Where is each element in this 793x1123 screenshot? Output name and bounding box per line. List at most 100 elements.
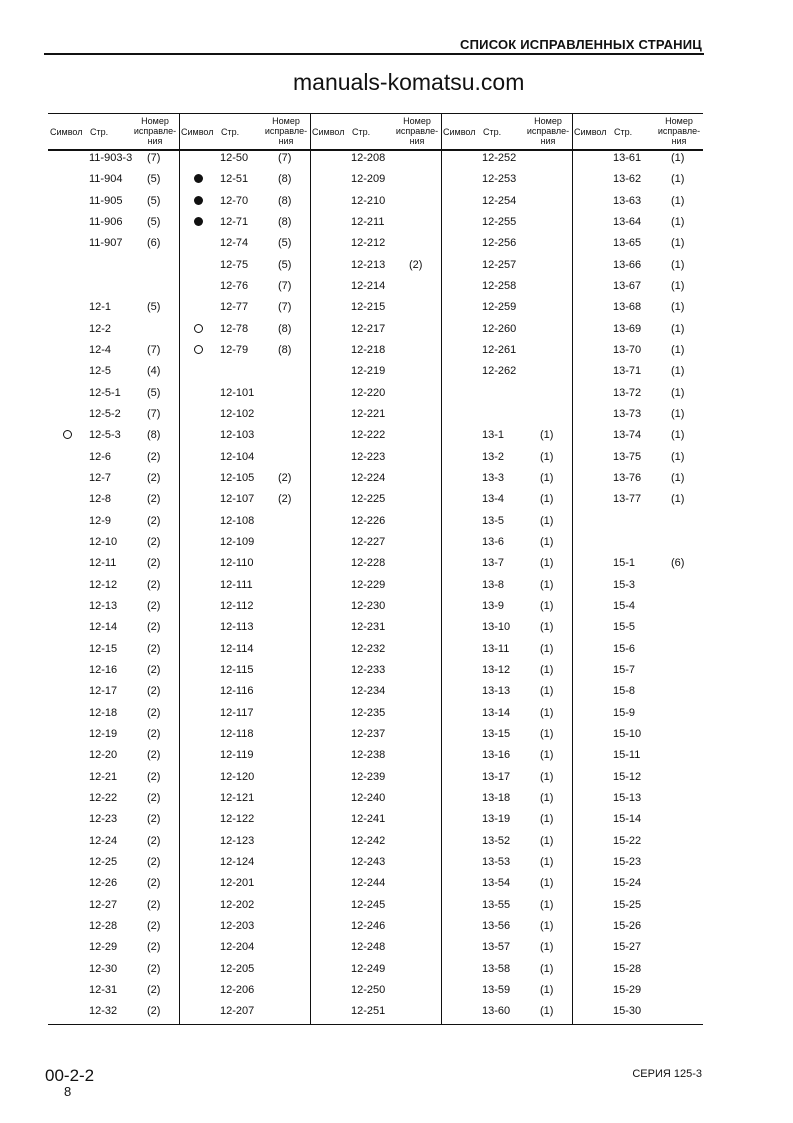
- page-cell: 15-25: [613, 898, 642, 911]
- page-cell: 12-29: [89, 941, 118, 954]
- table-row: 12-71 (8): [179, 216, 310, 232]
- page-cell: 15-14: [613, 813, 642, 826]
- table-column-group: Символ Стр. Номер исправле-ния 12-50 (7) 12-51…: [179, 114, 310, 1024]
- page-cell: 13-16: [482, 749, 511, 762]
- page-cell: 13-52: [482, 834, 511, 847]
- page-cell: 12-209: [351, 173, 386, 186]
- page-cell: 12-205: [220, 962, 255, 975]
- page-cell: 12-256: [482, 237, 517, 250]
- table-row: 13-52 (1): [441, 835, 572, 851]
- table-row: 12-116: [179, 685, 310, 701]
- revision-cell: (1): [540, 941, 554, 954]
- column-divider: [572, 114, 573, 1024]
- page-cell: 12-235: [351, 706, 386, 719]
- table-row: 12-248: [310, 941, 441, 957]
- table-row: 12-213 (2): [310, 259, 441, 275]
- page-cell: 12-10: [89, 535, 118, 548]
- page-cell: 13-5: [482, 514, 505, 527]
- page-cell: 12-18: [89, 706, 118, 719]
- revision-cell: (2): [147, 1005, 161, 1018]
- revision-cell: (5): [278, 258, 292, 271]
- page-cell: 12-202: [220, 898, 255, 911]
- page-cell: 13-59: [482, 983, 511, 996]
- revision-cell: (8): [278, 173, 292, 186]
- page-cell: 12-50: [220, 152, 249, 164]
- table-row: 12-16 (2): [48, 664, 179, 680]
- page-cell: 15-27: [613, 941, 642, 954]
- table-row: 12-103: [179, 429, 310, 445]
- table-row: 15-5: [572, 621, 703, 637]
- table-row: 13-73 (1): [572, 408, 703, 424]
- page-cell: 12-9: [89, 514, 112, 527]
- page-cell: 12-75: [220, 258, 249, 271]
- page-cell: 15-1: [613, 557, 636, 570]
- page-cell: 13-53: [482, 855, 511, 868]
- page-cell: 12-26: [89, 877, 118, 890]
- page-cell: 12-120: [220, 770, 255, 783]
- table-row: 12-23 (2): [48, 813, 179, 829]
- table-row: 12-30 (2): [48, 963, 179, 979]
- page-cell: 12-124: [220, 855, 255, 868]
- page-cell: 12-105: [220, 471, 255, 484]
- revision-cell: (1): [671, 386, 685, 399]
- table-row: 12-122: [179, 813, 310, 829]
- column-divider: [179, 114, 180, 1024]
- page-cell: 13-19: [482, 813, 511, 826]
- header-symbol: Символ: [312, 127, 345, 137]
- table-row: 12-24 (2): [48, 835, 179, 851]
- table-row: 12-104: [179, 451, 310, 467]
- table-row: 12-250: [310, 984, 441, 1000]
- page-cell: 13-60: [482, 1005, 511, 1018]
- page-cell: 13-6: [482, 535, 505, 548]
- table-row: 12-123: [179, 835, 310, 851]
- table-row: 15-7: [572, 664, 703, 680]
- revision-cell: (1): [540, 663, 554, 676]
- revision-cell: (1): [540, 706, 554, 719]
- table-row: 13-8 (1): [441, 579, 572, 595]
- table-row: 12-246: [310, 920, 441, 936]
- table-row: 12-235: [310, 707, 441, 723]
- revision-cell: (6): [147, 237, 161, 250]
- table-row: 12-219: [310, 365, 441, 381]
- revision-cell: (2): [147, 834, 161, 847]
- revision-cell: (2): [147, 813, 161, 826]
- page-cell: 12-261: [482, 343, 517, 356]
- page-cell: 12-1: [89, 301, 112, 314]
- page-cell: 11-906: [89, 215, 123, 228]
- table-row: 12-204: [179, 941, 310, 957]
- table-row: 12-113: [179, 621, 310, 637]
- table-row: 12-252: [441, 152, 572, 168]
- header-rule: [44, 53, 704, 55]
- revision-cell: (2): [147, 791, 161, 804]
- table-row: 12-243: [310, 856, 441, 872]
- revision-cell: (1): [671, 237, 685, 250]
- revision-cell: (8): [278, 194, 292, 207]
- revision-cell: (1): [671, 279, 685, 292]
- table-row: 13-76 (1): [572, 472, 703, 488]
- revision-cell: (2): [147, 727, 161, 740]
- table-row: 12-1 (5): [48, 301, 179, 317]
- revision-cell: (2): [147, 450, 161, 463]
- table-row: 12-124: [179, 856, 310, 872]
- table-row: 13-15 (1): [441, 728, 572, 744]
- revision-cell: (1): [671, 194, 685, 207]
- table-row: 13-4 (1): [441, 493, 572, 509]
- table-row: 12-6 (2): [48, 451, 179, 467]
- table-row: 12-101: [179, 387, 310, 403]
- table-row: 12-9 (2): [48, 515, 179, 531]
- revision-cell: (2): [147, 706, 161, 719]
- revision-cell: (5): [147, 215, 161, 228]
- page-cell: 12-5: [89, 365, 112, 378]
- table-row: 12-217: [310, 323, 441, 339]
- page-cell: 13-13: [482, 685, 511, 698]
- table-row: 15-30: [572, 1005, 703, 1021]
- page-cell: 12-224: [351, 471, 386, 484]
- table-row: 13-13 (1): [441, 685, 572, 701]
- page-cell: 12-32: [89, 1005, 118, 1018]
- page-cell: 12-77: [220, 301, 249, 314]
- page-cell: 15-4: [613, 599, 636, 612]
- table-row: 12-10 (2): [48, 536, 179, 552]
- revision-cell: (5): [147, 194, 161, 207]
- page-cell: 13-65: [613, 237, 642, 250]
- page-title: СПИСОК ИСПРАВЛЕННЫХ СТРАНИЦ: [460, 37, 702, 52]
